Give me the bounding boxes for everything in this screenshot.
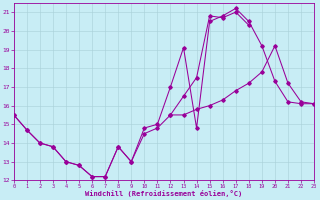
X-axis label: Windchill (Refroidissement éolien,°C): Windchill (Refroidissement éolien,°C) (85, 190, 243, 197)
